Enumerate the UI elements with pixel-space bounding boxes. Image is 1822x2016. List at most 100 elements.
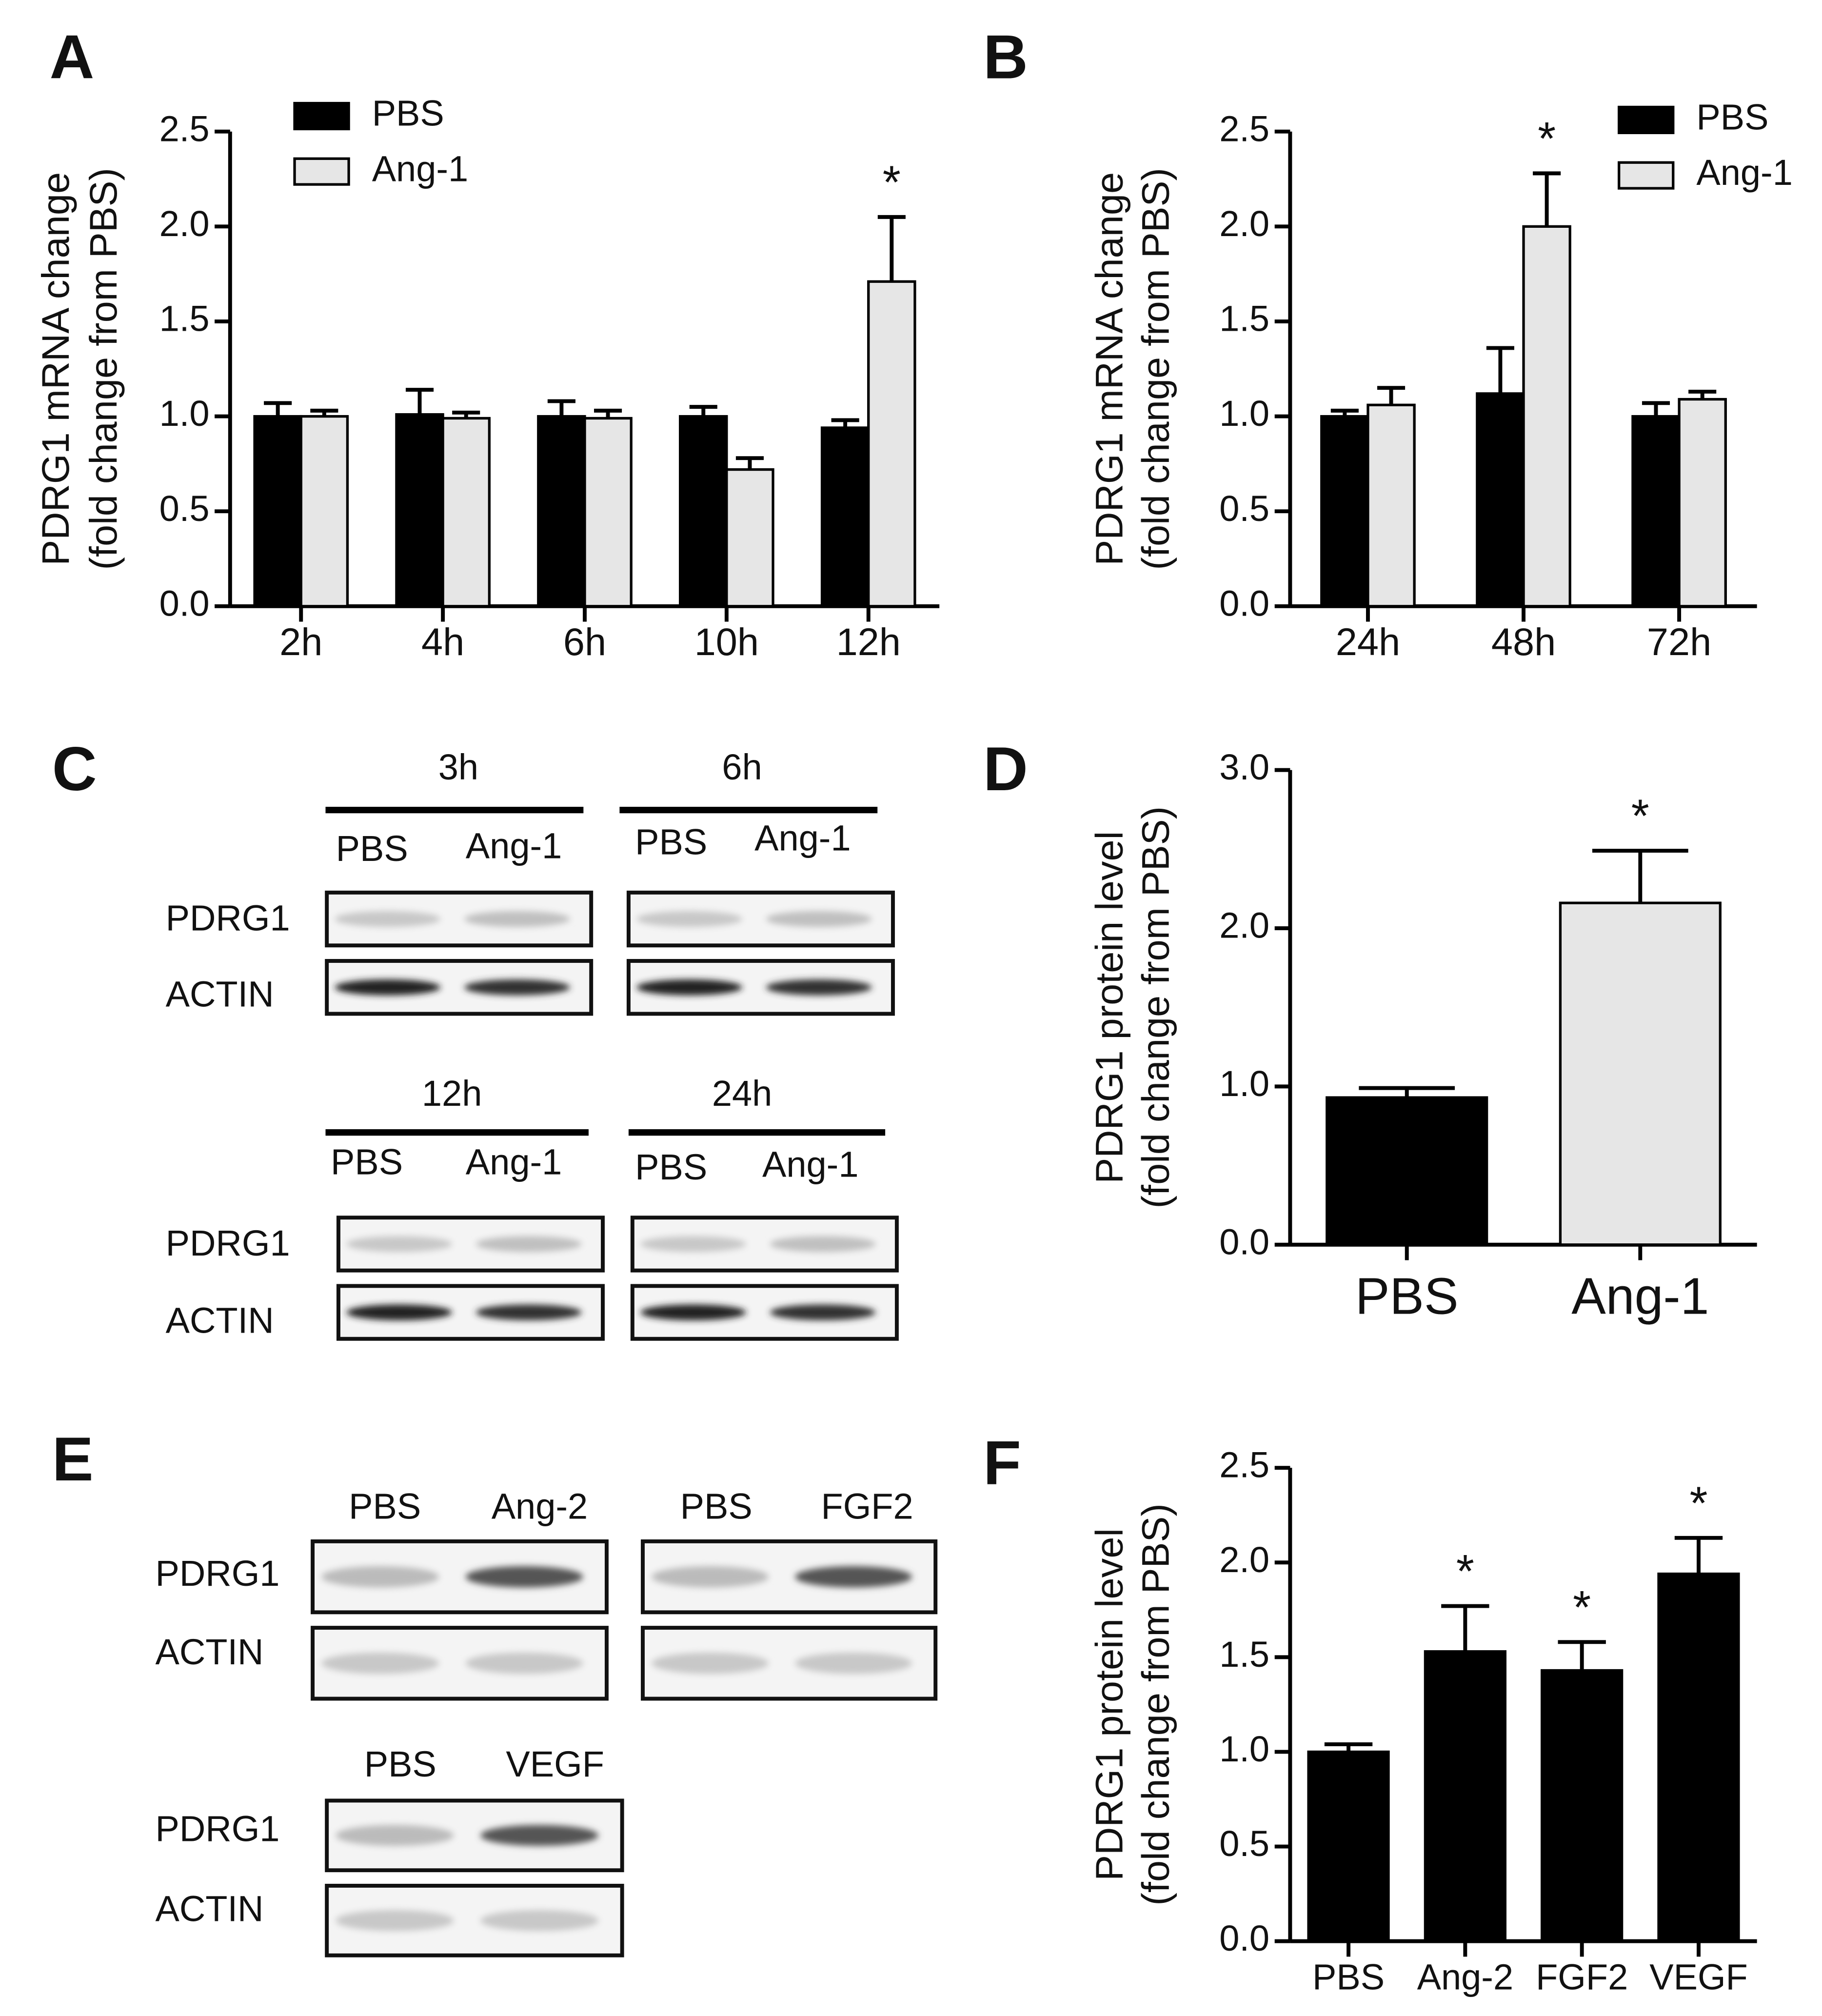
group-title: 12h [422, 1073, 482, 1114]
x-tick-label: 10h [694, 620, 759, 663]
bar [583, 417, 633, 608]
blot-band [346, 1304, 453, 1320]
error-bar [1533, 171, 1561, 227]
bar [1678, 398, 1727, 608]
significance-marker: * [1573, 1582, 1591, 1634]
blot-band [321, 1652, 439, 1674]
legend-label: Ang-1 [1696, 152, 1793, 193]
y-tick-label: 0.5 [1219, 1823, 1269, 1864]
blot-band [465, 1566, 583, 1588]
legend-swatch [1618, 105, 1675, 135]
panel-letter: F [983, 1428, 1021, 1497]
lane-label: Ang-1 [762, 1144, 859, 1185]
y-tick-label: 0.0 [1219, 1221, 1269, 1262]
bar [1424, 1650, 1506, 1943]
error-bar [1377, 386, 1406, 405]
error-bar [1330, 408, 1359, 417]
bar [299, 415, 349, 608]
blot-band [795, 1652, 912, 1674]
panel-letter: E [52, 1424, 94, 1494]
lane-label: PBS [680, 1486, 753, 1526]
bar [867, 280, 916, 608]
y-tick-label: 3.0 [1219, 747, 1269, 787]
row-label: ACTIN [166, 1300, 274, 1341]
row-label: PDRG1 [155, 1553, 279, 1594]
y-tick-label: 1.5 [1219, 1634, 1269, 1675]
x-tick-label: FGF2 [1536, 1957, 1628, 1997]
blot-band [770, 1304, 876, 1320]
bar [1657, 1572, 1740, 1943]
y-tick-label: 0.0 [159, 583, 210, 623]
panel-letter: B [983, 22, 1028, 91]
bar [1326, 1096, 1488, 1246]
error-bar [1558, 1640, 1606, 1671]
error-bar [1688, 390, 1717, 399]
error-bar [264, 401, 292, 417]
y-tick-label: 2.5 [1219, 108, 1269, 149]
blot-panel: E PDRG1 ACTIN PBS Ang-2 PBS FGF2 PDRG1 ACTIN PBS V… [52, 1424, 938, 1957]
lane-label: Ang-2 [492, 1486, 588, 1526]
group-title: 6h [722, 747, 762, 787]
y-tick-label: 2.0 [159, 203, 210, 244]
blot-band [336, 1910, 454, 1931]
error-bar [405, 388, 434, 415]
blot-band [766, 979, 872, 996]
blot-band [480, 1910, 599, 1931]
lane-label: Ang-1 [466, 1141, 562, 1182]
blot-band [475, 1236, 582, 1252]
legend-label: PBS [1696, 97, 1768, 137]
panel-letter: A [50, 22, 95, 91]
x-tick-label: Ang-2 [1417, 1957, 1514, 1997]
y-tick-label: 1.0 [159, 393, 210, 434]
y-axis-label: PDRG1 mRNA change [1087, 172, 1130, 566]
blot-band [640, 1236, 746, 1252]
bar [253, 415, 302, 608]
error-bar [1486, 346, 1514, 394]
blot-band [464, 979, 570, 996]
significance-marker: * [1689, 1477, 1707, 1529]
row-label: ACTIN [155, 1888, 263, 1929]
row-label: PDRG1 [155, 1808, 279, 1849]
y-tick-label: 0.0 [1219, 583, 1269, 623]
x-tick-label: 72h [1647, 620, 1711, 663]
x-tick-label: 12h [836, 620, 901, 663]
bar [1476, 392, 1525, 608]
significance-marker: * [883, 157, 901, 209]
x-tick-label: PBS [1312, 1957, 1385, 1997]
blot-band [636, 979, 742, 996]
lane-label: Ang-1 [754, 818, 851, 858]
bar [820, 426, 870, 608]
y-axis-label: PDRG1 protein level [1087, 1528, 1130, 1881]
bar [679, 415, 728, 608]
row-label: ACTIN [166, 974, 274, 1015]
y-tick-label: 0.5 [1219, 488, 1269, 529]
bar [441, 417, 491, 608]
x-tick-label: 6h [563, 620, 606, 663]
error-bar [877, 215, 906, 282]
error-bar [1359, 1086, 1455, 1098]
x-tick-label: PBS [1355, 1267, 1459, 1325]
blot-band [475, 1304, 582, 1320]
blot-band [770, 1236, 876, 1252]
y-tick-label: 0.0 [1219, 1918, 1269, 1958]
lane-label: VEGF [506, 1744, 604, 1784]
blot-band [321, 1566, 439, 1588]
error-bar [452, 410, 480, 419]
y-tick-label: 1.5 [159, 299, 210, 339]
bar [1307, 1750, 1390, 1943]
error-bar [1441, 1604, 1489, 1652]
row-label: PDRG1 [166, 1223, 290, 1263]
lane-label: Ang-1 [466, 825, 562, 866]
chart-panel: F PDRG1 protein level (fold change from PB… [983, 1428, 1757, 1997]
significance-marker: * [1631, 791, 1649, 842]
bar [1631, 415, 1681, 608]
blot-band [651, 1566, 769, 1588]
lane-label: PBS [364, 1744, 436, 1784]
blot-band [636, 911, 742, 927]
blot-band [336, 1825, 454, 1846]
lane-label: PBS [635, 822, 707, 862]
y-tick-label: 2.0 [1219, 1539, 1269, 1580]
panel-letter: D [983, 734, 1028, 803]
y-tick-label: 2.0 [1219, 905, 1269, 946]
